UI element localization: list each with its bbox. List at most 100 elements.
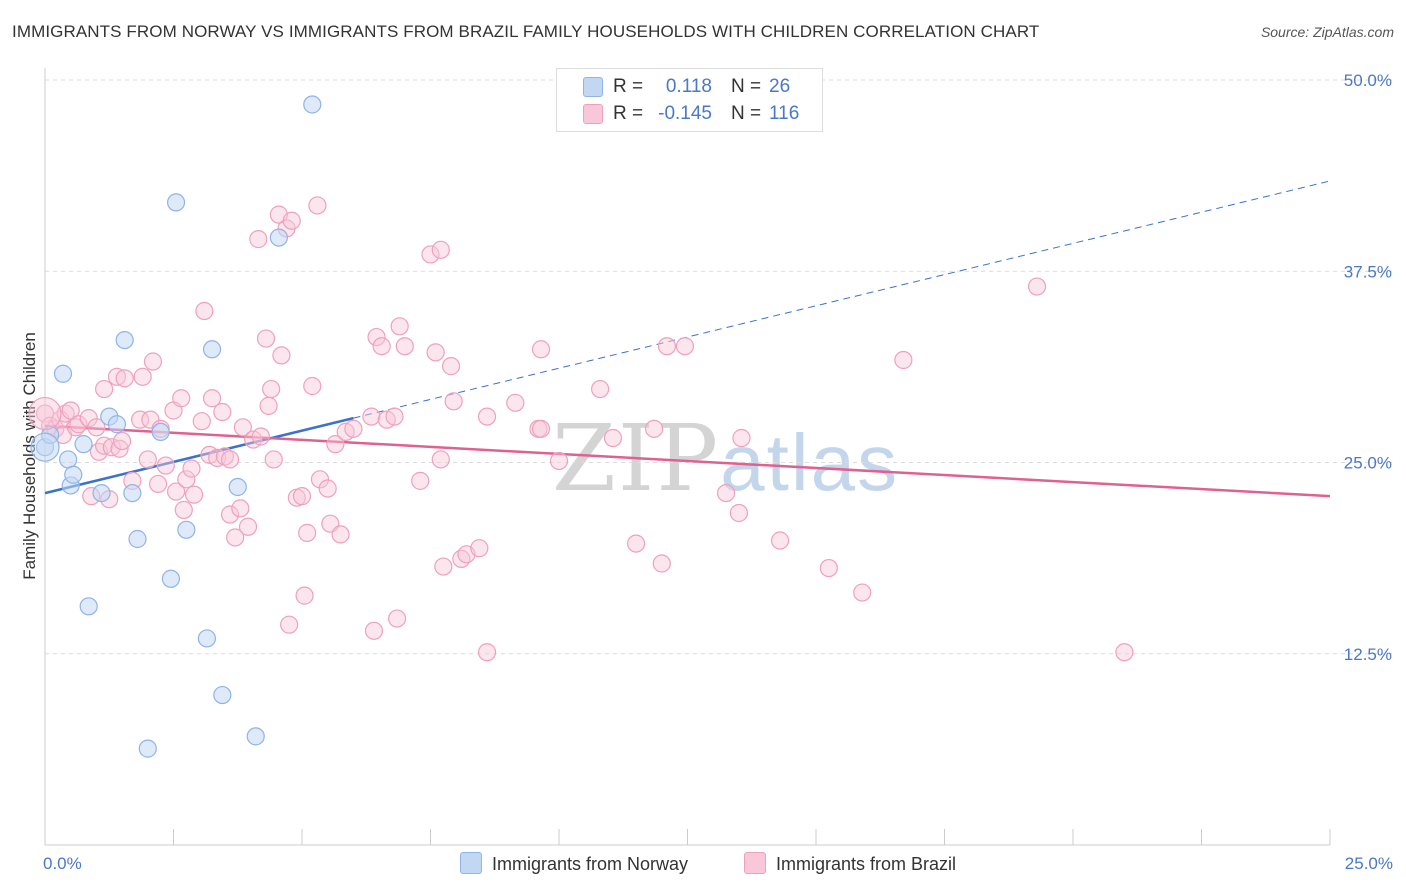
legend-n-label: N = [731, 103, 762, 124]
brazil-point [1027, 277, 1047, 296]
brazil-point [853, 583, 872, 602]
source-label: Source: ZipAtlas.com [1260, 24, 1394, 40]
brazil-point [272, 346, 291, 365]
brazil-point [182, 459, 201, 478]
legend-row-norway: R = 0.118 N = 26 [557, 74, 822, 100]
brazil-point [172, 389, 191, 408]
tick-labels: 12.5% 25.0% 37.5% 50.0% 0.0% 25.0% [43, 71, 1393, 873]
brazil-point [477, 407, 497, 426]
grid-lines [45, 79, 1392, 655]
brazil-point [56, 404, 75, 423]
bottom-legend-norway: Immigrants from Norway [460, 852, 688, 875]
brazil-point [112, 431, 132, 451]
brazil-point [95, 436, 114, 455]
legend-n-value: 116 [769, 103, 800, 124]
brazil-point [819, 558, 838, 578]
brazil-point [213, 402, 232, 422]
brazil-point [385, 407, 404, 426]
brazil-point [138, 450, 157, 469]
brazil-point [477, 643, 497, 662]
brazil-point [364, 621, 384, 640]
brazil-point [130, 410, 150, 429]
brazil-point [434, 557, 453, 576]
legend-n-value: 26 [769, 76, 791, 97]
brazil-point [143, 352, 163, 371]
x-tick-label: 25.0% [1345, 854, 1393, 873]
brazil-point [431, 450, 450, 469]
watermark: ZIPatlas [552, 405, 899, 512]
brazil-point [238, 517, 258, 536]
brazil-point [102, 438, 121, 457]
brazil-point [133, 367, 152, 386]
norway-swatch [583, 77, 603, 97]
brazil-point [303, 376, 322, 396]
norway-point [107, 415, 127, 434]
brazil-point [675, 337, 695, 356]
brazil-point [716, 484, 736, 503]
brazil-point [107, 367, 127, 386]
brazil-point [657, 337, 677, 356]
norway-point [269, 228, 288, 247]
brazil-point [1115, 643, 1134, 662]
norway-point [166, 193, 186, 212]
brazil-point [259, 396, 278, 415]
brazil-point [387, 609, 407, 628]
brazil-point [470, 539, 489, 558]
norway-point [53, 364, 73, 383]
norway-point [151, 422, 170, 441]
brazil-point [770, 531, 790, 550]
brazil-point [195, 301, 214, 321]
legend-r-value: -0.145 [658, 103, 712, 124]
brazil-point [326, 435, 345, 454]
brazil-point [156, 456, 175, 475]
norway-point [74, 435, 93, 454]
brazil-point [69, 415, 88, 434]
brazil-point [220, 450, 240, 469]
brazil-point [603, 428, 623, 448]
legend-r-label: R = [613, 76, 644, 97]
brazil-point [115, 369, 134, 388]
brazil-point [66, 418, 85, 437]
norway-point [123, 484, 142, 503]
brazil-point [652, 554, 671, 573]
brazil-point [231, 499, 250, 518]
legend-r-label: R = [613, 103, 644, 124]
brazil-point [249, 230, 268, 249]
brazil-point [295, 586, 314, 605]
brazil-point [226, 528, 245, 547]
brazil-point [441, 357, 461, 376]
norway-point [303, 95, 322, 114]
brazil-point [79, 409, 98, 428]
chart-title: IMMIGRANTS FROM NORWAY VS IMMIGRANTS FRO… [12, 22, 1040, 41]
brazil-point [444, 392, 463, 411]
norway-legend-swatch [460, 852, 482, 874]
brazil-point [431, 240, 450, 259]
brazil-point [177, 470, 196, 489]
y-tick-label: 50.0% [1344, 71, 1392, 90]
brazil-point [362, 407, 381, 426]
brazil-point [331, 525, 350, 544]
brazil-point [367, 327, 386, 347]
norway-point [202, 340, 222, 359]
norway-point [197, 629, 217, 648]
brazil-point [426, 343, 445, 362]
brazil-point [531, 340, 551, 359]
brazil-trend-line [44, 424, 1331, 498]
brazil-point [729, 503, 749, 523]
norway-point [64, 465, 83, 484]
brazil-point [280, 615, 299, 634]
brazil-point [318, 479, 337, 498]
brazil-point [372, 337, 391, 356]
x-tick-label: 0.0% [43, 854, 82, 873]
brazil-point [411, 471, 430, 490]
brazil-point [531, 419, 551, 438]
legend: R = 0.118 N = 26 R = -0.145 N = 116 [556, 68, 823, 132]
brazil-point [184, 485, 204, 504]
norway-point-cluster [30, 432, 60, 462]
brazil-point [251, 427, 270, 446]
legend-row-brazil: R = -0.145 N = 116 [557, 101, 822, 127]
brazil-point [148, 474, 168, 494]
brazil-point [95, 379, 114, 399]
brazil-point [591, 379, 610, 399]
brazil-point [215, 447, 234, 466]
